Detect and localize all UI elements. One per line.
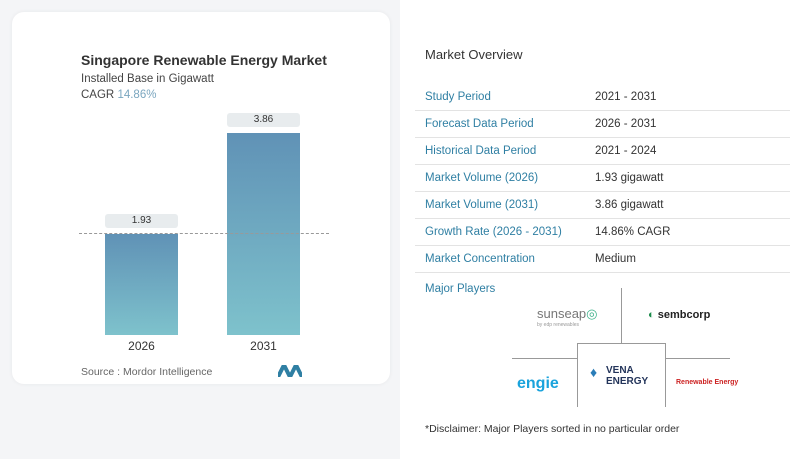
row-value: Medium <box>595 253 636 265</box>
chart-subtitle: Installed Base in Gigawatt <box>81 73 214 85</box>
logo-sunseap: sunseap◎ by edp renewables <box>537 306 598 328</box>
divider <box>621 288 622 350</box>
logo-sembcorp: ◐ sembcorp <box>648 309 711 321</box>
cagr-label: CAGR <box>81 89 115 101</box>
row-value: 2026 - 2031 <box>595 118 657 130</box>
bar-2026 <box>105 234 178 335</box>
overview-row: Forecast Data Period 2026 - 2031 <box>415 111 790 138</box>
center-logo-box <box>577 343 666 407</box>
row-label: Forecast Data Period <box>425 118 534 130</box>
row-label: Historical Data Period <box>425 145 537 157</box>
logo-engie: engie <box>517 375 559 392</box>
logo-vena-energy: ♦ VENA ENERGY <box>590 364 649 387</box>
data-label: 1.93 <box>105 214 178 228</box>
row-value: 3.86 gigawatt <box>595 199 664 211</box>
chart-title: Singapore Renewable Energy Market <box>81 52 327 68</box>
row-value: 14.86% CAGR <box>595 226 671 238</box>
reference-dashed-line <box>79 233 329 234</box>
data-label: 3.86 <box>227 113 300 127</box>
row-value: 1.93 gigawatt <box>595 172 664 184</box>
overview-row: Market Volume (2031) 3.86 gigawatt <box>415 192 790 219</box>
row-label: Market Concentration <box>425 253 535 265</box>
overview-row: Growth Rate (2026 - 2031) 14.86% CAGR <box>415 219 790 246</box>
row-label: Market Volume (2026) <box>425 172 539 184</box>
row-label: Study Period <box>425 91 491 103</box>
chart-cagr: CAGR 14.86% <box>81 89 156 101</box>
row-label: Market Volume (2031) <box>425 199 539 211</box>
x-tick-label: 2026 <box>128 339 155 353</box>
disclaimer: *Disclaimer: Major Players sorted in no … <box>425 423 680 435</box>
overview-row: Market Concentration Medium <box>415 246 790 273</box>
row-value: 2021 - 2031 <box>595 91 657 103</box>
overview-row: Historical Data Period 2021 - 2024 <box>415 138 790 165</box>
logo-renewable-energy: Renewable Energy <box>676 379 739 386</box>
row-label: Growth Rate (2026 - 2031) <box>425 226 562 238</box>
chart-source: Source : Mordor Intelligence <box>81 366 213 378</box>
overview-row: Market Volume (2026) 1.93 gigawatt <box>415 165 790 192</box>
mordor-logo-icon <box>278 365 302 377</box>
x-tick-label: 2031 <box>250 339 277 353</box>
row-value: 2021 - 2024 <box>595 145 657 157</box>
overview-title: Market Overview <box>425 47 523 62</box>
chart-card <box>12 12 390 384</box>
cagr-value: 14.86% <box>117 89 157 101</box>
major-players-title: Major Players <box>425 283 496 295</box>
overview-row: Study Period 2021 - 2031 <box>415 84 790 111</box>
bar-2031 <box>227 133 300 335</box>
